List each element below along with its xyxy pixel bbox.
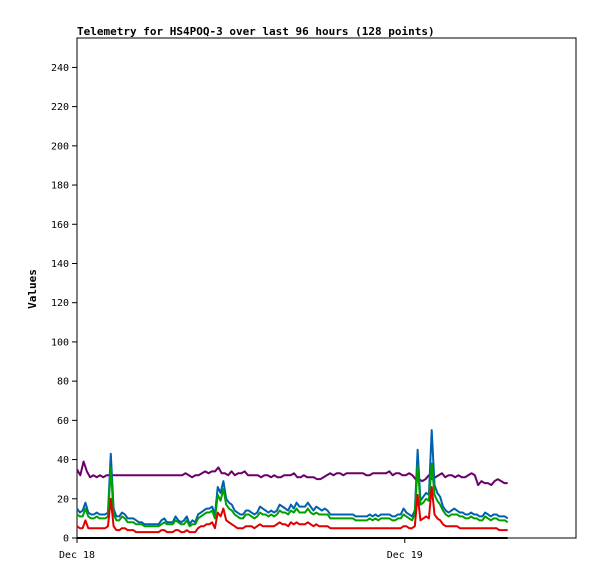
y-tick-label: 240 — [51, 63, 69, 74]
y-tick-label: 20 — [57, 494, 69, 505]
y-tick-label: 100 — [51, 337, 69, 348]
series-line-2 — [76, 462, 509, 528]
x-axis-ticks: Dec 18 Dec 19 — [59, 538, 423, 561]
y-axis-label: Values — [26, 269, 39, 309]
x-tick-label: Dec 19 — [387, 550, 423, 561]
y-tick-label: 40 — [57, 455, 69, 466]
series-line-1 — [76, 429, 509, 526]
series-line-0 — [76, 460, 508, 487]
y-tick-label: 0 — [63, 534, 69, 545]
y-axis-ticks: 0 20 40 60 80 100 120 140 160 180 200 220 240 — [51, 63, 77, 545]
y-tick-label: 200 — [51, 141, 69, 152]
series-line-3 — [76, 486, 508, 534]
y-tick-label: 220 — [51, 102, 69, 113]
plot-frame — [76, 37, 577, 539]
y-tick-label: 140 — [51, 259, 69, 270]
chart-title: Telemetry for HS4POQ-3 over last 96 hour… — [77, 25, 435, 38]
y-tick-label: 80 — [57, 377, 69, 388]
y-tick-label: 160 — [51, 220, 69, 231]
y-tick-label: 120 — [51, 298, 69, 309]
y-tick-label: 60 — [57, 416, 69, 427]
x-tick-label: Dec 18 — [59, 550, 95, 561]
y-tick-label: 180 — [51, 181, 69, 192]
series-layer — [76, 429, 509, 539]
